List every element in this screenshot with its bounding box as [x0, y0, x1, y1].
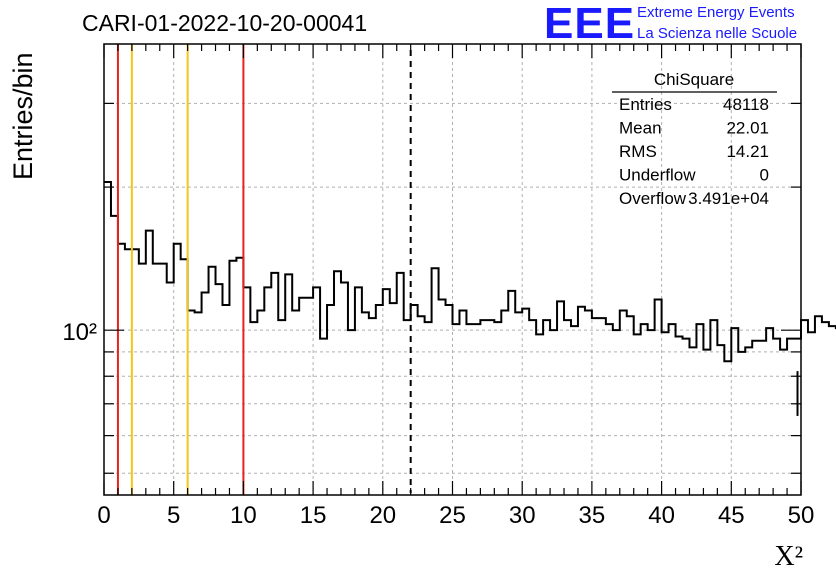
x-tick-labels: 0 5 10 15 20 25 30 35 40 45 50 — [97, 502, 814, 529]
x-axis-label: X² — [774, 541, 803, 572]
stats-label: Overflow — [619, 189, 687, 208]
x-tick-label: 0 — [97, 502, 110, 529]
y-tick-labels: 10² — [62, 319, 97, 346]
y-axis-label: Entries/bin — [8, 52, 38, 180]
stats-value: 3.491e+04 — [688, 189, 769, 208]
x-tick-label: 10 — [230, 502, 257, 529]
reference-lines — [116, 44, 412, 495]
stats-label: Underflow — [619, 166, 696, 185]
x-tick-label: 5 — [167, 502, 180, 529]
stats-label: Entries — [619, 95, 672, 114]
stats-label: RMS — [619, 142, 657, 161]
eee-logo: EEE — [544, 0, 636, 48]
histogram-bars — [104, 180, 836, 416]
grid-lines — [104, 44, 801, 495]
stats-title: ChiSquare — [654, 70, 734, 89]
x-tick-label: 40 — [648, 502, 675, 529]
logo-line-2: La Scienza nelle Scuole — [637, 25, 798, 42]
y-tick-label: 10² — [62, 319, 97, 346]
x-tick-label: 35 — [579, 502, 606, 529]
stats-value: 14.21 — [726, 142, 769, 161]
stats-box: ChiSquare Entries 48118 Mean 22.01 RMS 14.21 Un… — [612, 70, 777, 208]
axis-ticks — [103, 44, 802, 495]
x-tick-label: 15 — [300, 502, 327, 529]
x-tick-label: 25 — [439, 502, 466, 529]
x-tick-label: 20 — [369, 502, 396, 529]
stats-value: 0 — [760, 166, 769, 185]
histogram-outline — [104, 180, 836, 363]
x-tick-label: 50 — [788, 502, 815, 529]
stats-value: 22.01 — [726, 119, 769, 138]
stats-value: 48118 — [723, 95, 769, 114]
stats-label: Mean — [619, 119, 662, 138]
x-tick-label: 30 — [509, 502, 536, 529]
chart-title: CARI-01-2022-10-20-00041 — [82, 10, 368, 36]
x-tick-label: 45 — [718, 502, 745, 529]
logo-line-1: Extreme Energy Events — [637, 4, 795, 21]
